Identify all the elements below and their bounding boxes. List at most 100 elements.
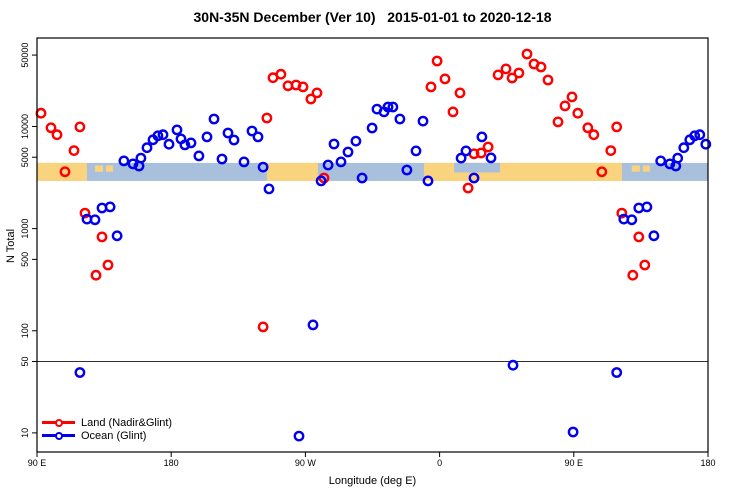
data-point-ocean [611,367,623,378]
data-point-ocean [135,152,147,164]
data-point-ocean [507,359,519,371]
legend-ocean-circle-icon [54,431,63,440]
data-point-ocean [700,138,712,150]
data-point-ocean [382,101,394,113]
data-point-ocean [455,152,467,164]
data-point-land [447,106,459,118]
data-point-ocean [422,175,434,187]
map-strip-land [266,162,318,181]
x-tick-label: 180 [700,458,715,468]
legend-land-label: Land (Nadir&Glint) [81,416,173,429]
data-point-ocean [104,201,116,213]
x-tick-label: 90 E [565,458,584,468]
data-point-ocean [468,172,480,184]
data-point-land [572,107,584,119]
data-point-land [51,129,63,141]
data-point-ocean [171,124,183,136]
data-point-ocean [307,319,319,331]
data-point-land [500,63,512,75]
data-point-ocean [252,131,264,143]
data-point-ocean [350,135,362,147]
map-strip-sea-notch [454,162,500,173]
map-strip-island [631,165,640,172]
data-point-ocean [89,214,101,226]
data-point-ocean [401,164,413,176]
data-point-land [439,73,451,85]
legend-ocean-line-marker [42,431,75,440]
data-point-ocean [672,152,684,164]
data-point-land [639,259,651,271]
data-point-land [79,207,91,219]
data-point-ocean [328,138,340,150]
data-point-ocean [179,139,191,151]
data-point-ocean [567,426,579,438]
map-strip-island [642,165,650,172]
legend-land-circle-icon [54,418,63,427]
data-point-land [521,48,533,60]
data-point-ocean [263,183,275,195]
data-point-ocean [664,158,676,170]
data-point-ocean [626,214,638,226]
data-point-land [102,259,114,271]
data-point-ocean [238,156,250,168]
data-point-land [305,93,317,105]
data-point-ocean [476,131,488,143]
data-point-ocean [193,150,205,162]
data-point-land [492,69,504,81]
data-point-ocean [356,172,368,184]
data-point-land [611,121,623,133]
data-point-land [535,61,547,73]
data-point-land [582,122,594,134]
data-point-ocean [366,122,378,134]
data-point-ocean [410,145,422,157]
data-point-land [559,100,571,112]
data-point-land [257,321,269,333]
data-point-ocean [127,158,139,170]
plot-border [36,37,709,453]
map-strip-island [95,165,104,172]
map-strip-land [423,162,622,181]
data-point-ocean [335,156,347,168]
data-point-ocean [152,130,164,142]
data-point-ocean [201,131,213,143]
data-point-land [311,87,323,99]
data-point-ocean [141,142,153,154]
data-point-ocean [208,113,220,125]
data-point-ocean [74,367,86,378]
data-point-ocean [417,115,429,127]
data-point-land [462,182,474,194]
data-point-land [596,166,608,178]
data-point-land [542,74,554,86]
legend-land-line-marker [42,418,75,427]
data-point-ocean [655,155,667,167]
data-point-ocean [246,125,258,137]
data-point-land [431,55,443,67]
data-point-land [74,121,86,133]
data-point-ocean [689,130,701,142]
data-point-land [588,129,600,141]
data-point-ocean [228,134,240,146]
y-tick-label: 500 [20,252,30,267]
data-point-ocean [342,146,354,158]
y-tick-label: 50 [20,356,30,366]
y-tick-label: 1000 [20,219,30,239]
data-point-ocean [293,430,305,442]
map-strip-island [106,165,114,172]
data-point-ocean [216,153,228,165]
data-point-ocean [322,159,334,171]
data-point-land [90,269,102,281]
data-point-ocean [641,201,653,213]
legend-item-land: Land (Nadir&Glint) [42,416,172,429]
data-point-land [566,91,578,103]
y-tick-label: 50000 [20,43,30,68]
x-tick-label: 0 [437,458,442,468]
data-point-ocean [678,142,690,154]
data-point-land [513,67,525,79]
data-point-land [425,81,437,93]
data-point-ocean [157,129,169,141]
y-tick-label: 10 [20,428,30,438]
data-point-land [275,68,287,80]
data-point-land [475,147,487,159]
